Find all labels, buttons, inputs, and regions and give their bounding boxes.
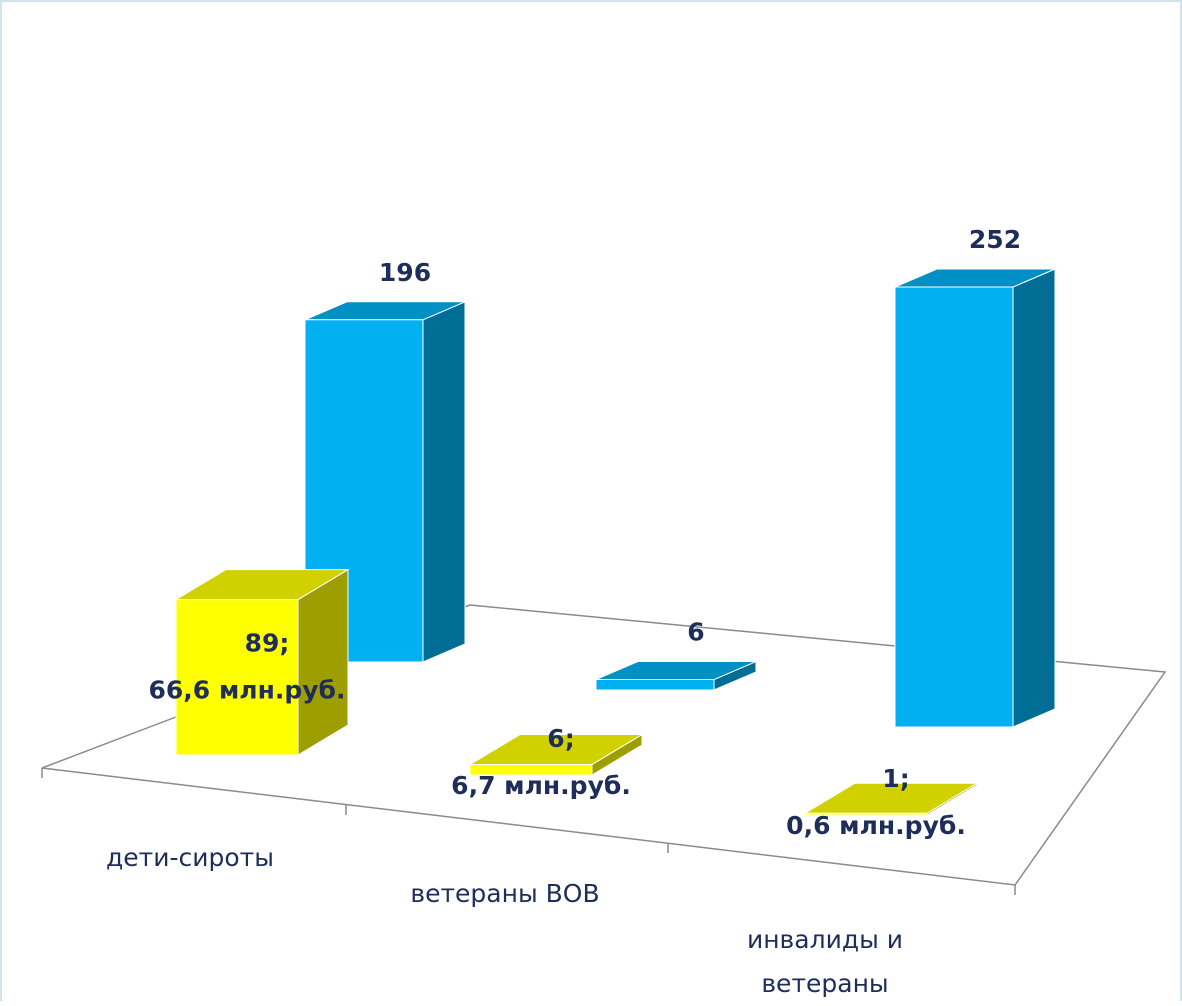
data-label: 6 [687, 618, 704, 647]
bar-front [175, 599, 299, 756]
amount-label: 6,7 млн.руб. [451, 771, 631, 800]
bar-front [804, 812, 928, 816]
data-label: 1; [882, 764, 909, 793]
bar [894, 268, 1056, 728]
bar [595, 660, 757, 691]
amount-label: 0,6 млн.руб. [786, 811, 966, 840]
data-label: 196 [379, 258, 431, 287]
data-label: 6; [547, 724, 574, 753]
bar-side [1012, 268, 1056, 728]
floor-ticks [41, 768, 1016, 895]
bar-front [595, 679, 715, 691]
category-label: инвалиды и ветераны [746, 925, 904, 998]
bar-front [894, 286, 1014, 728]
data-label: 89; [245, 629, 290, 658]
bar-side [297, 568, 349, 756]
category-label: ветераны ВОВ [410, 879, 600, 908]
bar [803, 782, 979, 816]
amount-label: 66,6 млн.руб. [148, 676, 345, 705]
bar-front [469, 764, 593, 776]
category-label: дети-сироты [106, 843, 274, 872]
data-label: 252 [969, 225, 1021, 254]
bar-side [422, 301, 466, 663]
bar [174, 568, 350, 756]
bar [468, 733, 644, 776]
